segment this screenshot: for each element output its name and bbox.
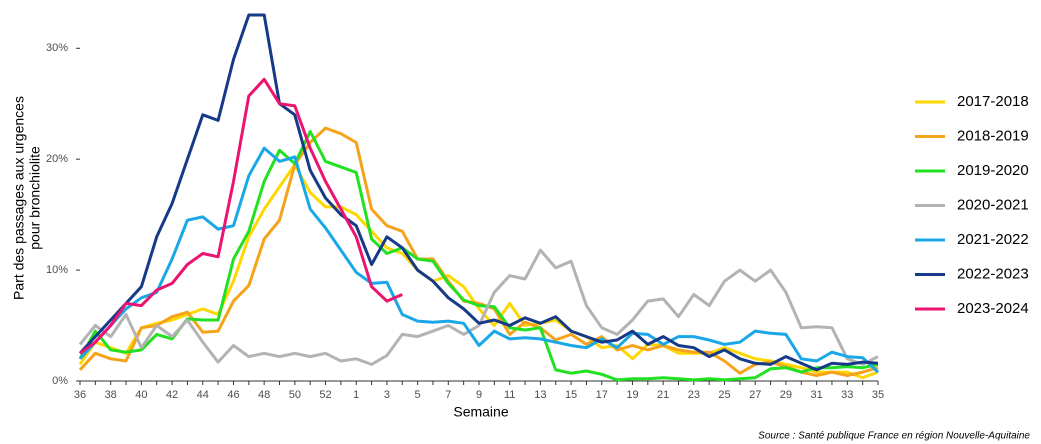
x-tick-label: 25 — [718, 389, 730, 401]
x-tick-label: 29 — [780, 389, 792, 401]
x-tick-label: 3 — [384, 389, 390, 401]
x-tick-label: 38 — [105, 389, 117, 401]
x-tick-label: 13 — [534, 389, 546, 401]
legend-label: 2021-2022 — [957, 231, 1029, 248]
legend-label: 2019-2020 — [957, 162, 1029, 179]
x-tick-label: 11 — [504, 389, 515, 401]
series-line — [78, 126, 879, 377]
legend-label: 2022-2023 — [957, 265, 1029, 282]
x-tick-label: 52 — [319, 389, 331, 401]
legend-label: 2020-2021 — [957, 196, 1029, 213]
x-tick-label: 33 — [841, 389, 853, 401]
x-tick-label: 42 — [166, 389, 178, 401]
x-tick-label: 1 — [353, 389, 359, 401]
x-tick-label: 19 — [626, 389, 638, 401]
y-axis-title: Part des passages aux urgences — [11, 96, 27, 300]
x-tick-label: 40 — [135, 389, 147, 401]
x-tick-label: 17 — [596, 389, 608, 401]
y-axis-title: pour bronchiolite — [27, 146, 43, 250]
y-tick-label: 10% — [46, 264, 68, 276]
x-tick-label: 7 — [445, 389, 451, 401]
x-tick-label: 31 — [810, 389, 822, 401]
x-tick-label: 50 — [289, 389, 301, 401]
series-line — [78, 248, 879, 366]
series-line — [79, 77, 403, 355]
x-tick-label: 15 — [565, 389, 577, 401]
series-line — [78, 130, 879, 382]
x-tick-label: 48 — [258, 389, 270, 401]
legend-label: 2018-2019 — [957, 127, 1029, 144]
x-tick-label: 46 — [227, 389, 239, 401]
x-tick-label: 21 — [657, 389, 669, 401]
x-tick-label: 36 — [74, 389, 86, 401]
series-line — [78, 13, 879, 372]
legend-label: 2017-2018 — [957, 93, 1029, 110]
x-tick-label: 9 — [476, 389, 482, 401]
x-tick-label: 44 — [197, 389, 209, 401]
x-tick-label: 35 — [872, 389, 884, 401]
x-tick-label: 27 — [749, 389, 761, 401]
y-tick-label: 20% — [46, 153, 68, 165]
x-axis-title: Semaine — [453, 404, 508, 420]
x-tick-label: 23 — [688, 389, 700, 401]
legend-label: 2023-2024 — [957, 300, 1029, 317]
y-tick-label: 30% — [46, 42, 68, 54]
source-note: Source : Santé publique France en région… — [758, 431, 1030, 442]
series-line — [78, 146, 880, 374]
series-line — [78, 163, 879, 380]
y-tick-label: 0% — [52, 375, 68, 387]
x-tick-label: 5 — [415, 389, 421, 401]
